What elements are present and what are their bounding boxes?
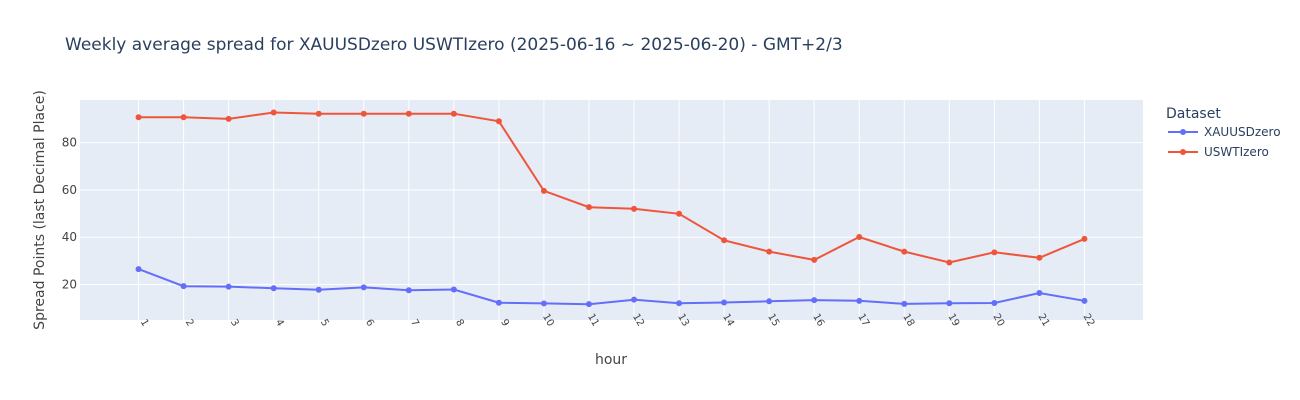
series-line xyxy=(138,268,1085,306)
data-point[interactable] xyxy=(856,297,863,304)
legend-item[interactable]: USWTIzero xyxy=(1168,145,1269,159)
data-point[interactable] xyxy=(991,299,998,306)
x-tick-label: 7 xyxy=(408,317,421,328)
data-point[interactable] xyxy=(405,110,412,117)
x-tick-label: 1 xyxy=(138,317,151,328)
data-point[interactable] xyxy=(766,298,773,305)
data-point[interactable] xyxy=(540,300,547,307)
data-point[interactable] xyxy=(901,248,908,255)
x-tick-label: 8 xyxy=(453,317,466,328)
data-point[interactable] xyxy=(585,301,592,308)
data-point[interactable] xyxy=(991,249,998,256)
plot-area xyxy=(80,100,1143,320)
data-point[interactable] xyxy=(631,296,638,303)
data-point[interactable] xyxy=(856,233,863,240)
data-point[interactable] xyxy=(315,110,322,117)
data-point[interactable] xyxy=(946,259,953,266)
legend-swatch-marker xyxy=(1180,129,1186,135)
data-point[interactable] xyxy=(721,237,728,244)
y-tick-label: 60 xyxy=(62,183,77,197)
data-point[interactable] xyxy=(360,110,367,117)
data-point[interactable] xyxy=(405,287,412,294)
y-tick-label: 20 xyxy=(62,278,77,292)
y-axis-title: Spread Points (last Decimal Place) xyxy=(32,90,48,330)
data-point[interactable] xyxy=(946,300,953,307)
y-tick-label: 40 xyxy=(62,230,77,244)
data-point[interactable] xyxy=(1036,290,1043,297)
legend-title: Dataset xyxy=(1166,106,1221,122)
data-point[interactable] xyxy=(450,286,457,293)
x-tick-label: 4 xyxy=(273,317,286,328)
x-tick-label: 3 xyxy=(228,317,241,328)
x-tick-label: 5 xyxy=(318,317,331,328)
legend[interactable]: Dataset XAUUSDzero USWTIzero xyxy=(1166,106,1281,159)
data-point[interactable] xyxy=(360,284,367,291)
grid xyxy=(80,100,1143,320)
data-point[interactable] xyxy=(180,114,187,121)
data-point[interactable] xyxy=(1081,235,1088,242)
legend-items: XAUUSDzero USWTIzero xyxy=(1168,125,1281,159)
x-tick-label: 6 xyxy=(363,317,376,328)
data-point[interactable] xyxy=(180,283,187,290)
series-USWTIzero xyxy=(135,109,1088,266)
data-point[interactable] xyxy=(631,205,638,212)
data-point[interactable] xyxy=(540,187,547,194)
y-tick-label: 80 xyxy=(62,136,77,150)
data-point[interactable] xyxy=(315,286,322,293)
data-point[interactable] xyxy=(270,109,277,116)
data-point[interactable] xyxy=(811,297,818,304)
data-point[interactable] xyxy=(676,210,683,217)
data-point[interactable] xyxy=(495,118,502,125)
y-axis: 20 40 60 80 xyxy=(62,136,77,292)
data-point[interactable] xyxy=(901,300,908,307)
data-point[interactable] xyxy=(1081,297,1088,304)
data-point[interactable] xyxy=(721,299,728,306)
series-XAUUSDzero xyxy=(135,266,1088,308)
data-point[interactable] xyxy=(225,283,232,290)
data-point[interactable] xyxy=(495,299,502,306)
data-point[interactable] xyxy=(135,114,142,121)
legend-label: USWTIzero xyxy=(1204,145,1269,159)
legend-label: XAUUSDzero xyxy=(1204,125,1281,139)
chart-title: Weekly average spread for XAUUSDzero USW… xyxy=(65,35,843,55)
x-tick-label: 9 xyxy=(498,317,511,328)
x-axis-title: hour xyxy=(595,352,627,368)
data-point[interactable] xyxy=(225,115,232,122)
series-layer xyxy=(135,109,1088,308)
data-point[interactable] xyxy=(766,248,773,255)
data-point[interactable] xyxy=(811,256,818,263)
data-point[interactable] xyxy=(135,266,142,273)
x-tick-label: 2 xyxy=(183,317,196,328)
data-point[interactable] xyxy=(585,204,592,211)
legend-item[interactable]: XAUUSDzero xyxy=(1168,125,1281,139)
data-point[interactable] xyxy=(676,300,683,307)
data-point[interactable] xyxy=(450,110,457,117)
legend-swatch-marker xyxy=(1180,149,1186,155)
data-point[interactable] xyxy=(1036,254,1043,261)
series-line xyxy=(138,111,1085,264)
data-point[interactable] xyxy=(270,285,277,292)
